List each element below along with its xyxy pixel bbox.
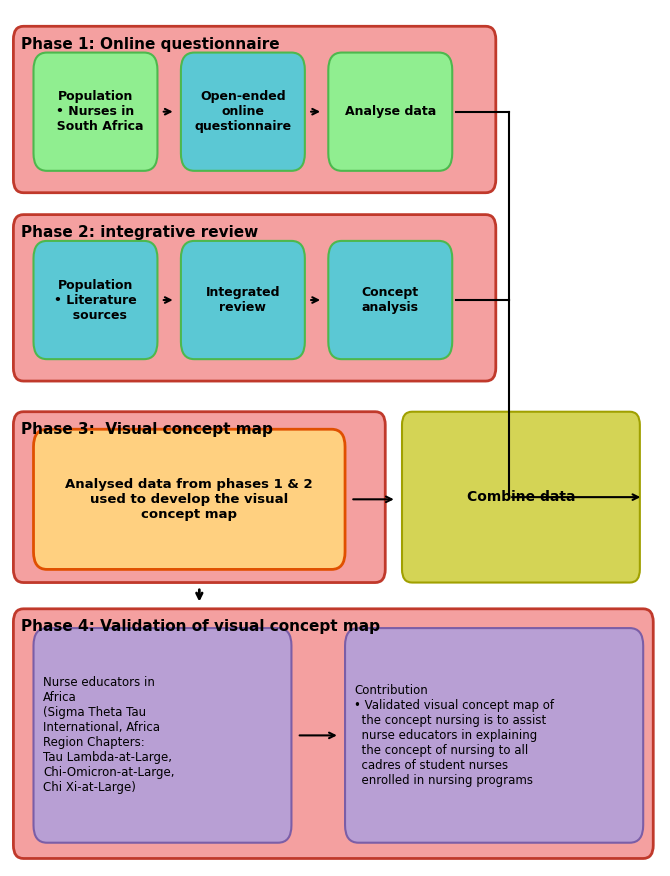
Text: Contribution
• Validated visual concept map of
  the concept nursing is to assis: Contribution • Validated visual concept … bbox=[354, 684, 555, 787]
FancyBboxPatch shape bbox=[13, 412, 385, 583]
FancyBboxPatch shape bbox=[34, 53, 157, 171]
Text: Phase 3:  Visual concept map: Phase 3: Visual concept map bbox=[21, 422, 273, 437]
FancyBboxPatch shape bbox=[328, 241, 452, 359]
Text: Analyse data: Analyse data bbox=[344, 105, 436, 118]
Text: Concept
analysis: Concept analysis bbox=[362, 286, 419, 314]
Text: Phase 2: integrative review: Phase 2: integrative review bbox=[21, 225, 259, 240]
Text: Analysed data from phases 1 & 2
used to develop the visual
concept map: Analysed data from phases 1 & 2 used to … bbox=[66, 477, 313, 521]
FancyBboxPatch shape bbox=[181, 53, 305, 171]
Text: Integrated
review: Integrated review bbox=[206, 286, 280, 314]
FancyBboxPatch shape bbox=[181, 241, 305, 359]
FancyBboxPatch shape bbox=[328, 53, 452, 171]
Text: Phase 4: Validation of visual concept map: Phase 4: Validation of visual concept ma… bbox=[21, 619, 381, 634]
FancyBboxPatch shape bbox=[345, 628, 643, 843]
FancyBboxPatch shape bbox=[34, 628, 291, 843]
Text: Combine data: Combine data bbox=[467, 491, 575, 504]
FancyBboxPatch shape bbox=[13, 26, 496, 193]
Text: Population
• Literature
  sources: Population • Literature sources bbox=[54, 279, 137, 321]
FancyBboxPatch shape bbox=[13, 215, 496, 381]
Text: Open-ended
online
questionnaire: Open-ended online questionnaire bbox=[194, 90, 291, 133]
FancyBboxPatch shape bbox=[402, 412, 640, 583]
Text: Population
• Nurses in
  South Africa: Population • Nurses in South Africa bbox=[48, 90, 143, 133]
FancyBboxPatch shape bbox=[34, 429, 345, 569]
Text: Phase 1: Online questionnaire: Phase 1: Online questionnaire bbox=[21, 37, 280, 52]
FancyBboxPatch shape bbox=[34, 241, 157, 359]
Text: Nurse educators in
Africa
(Sigma Theta Tau
International, Africa
Region Chapters: Nurse educators in Africa (Sigma Theta T… bbox=[43, 676, 174, 795]
FancyBboxPatch shape bbox=[13, 609, 653, 858]
